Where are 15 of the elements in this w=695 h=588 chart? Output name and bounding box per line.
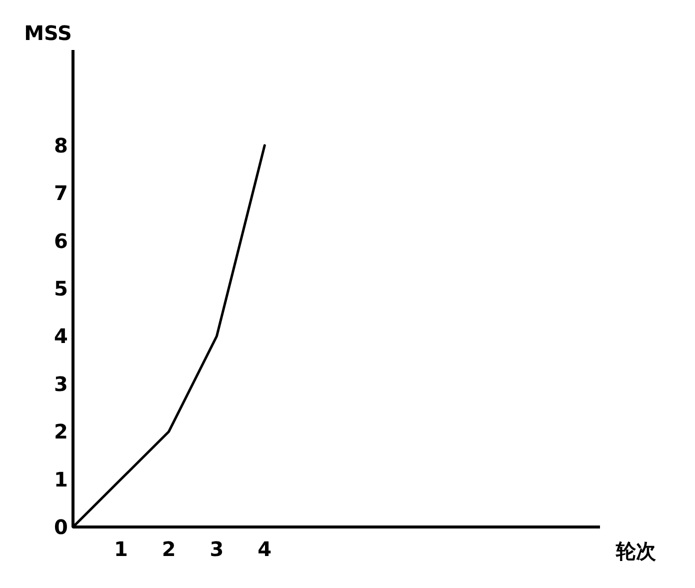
y-tick-label: 5 xyxy=(54,276,68,300)
y-tick-label: 3 xyxy=(54,372,68,396)
y-tick-label: 4 xyxy=(54,324,68,348)
x-tick-label: 4 xyxy=(258,537,272,561)
y-tick-label: 0 xyxy=(54,515,68,539)
y-tick-label: 7 xyxy=(54,181,68,206)
y-tick-label: 2 xyxy=(54,420,68,444)
y-tick-label: 8 xyxy=(54,133,68,158)
y-tick-label: 1 xyxy=(54,467,68,492)
x-tick-label: 1 xyxy=(114,537,128,561)
y-tick-label: 6 xyxy=(54,228,68,253)
y-axis-title: MSS xyxy=(24,21,72,45)
x-axis-title: 轮次 xyxy=(615,539,657,563)
x-tick-label: 3 xyxy=(210,537,224,561)
x-tick-label: 2 xyxy=(162,537,176,561)
